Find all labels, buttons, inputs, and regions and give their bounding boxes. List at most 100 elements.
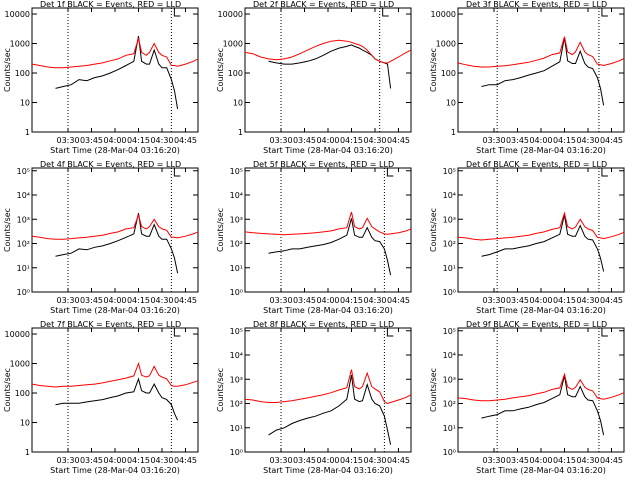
series-line (244, 369, 412, 405)
x-tick-label: 04:15 (127, 456, 150, 465)
x-axis-label: Start Time (28-Mar-04 03:16:20) (263, 306, 393, 315)
plot-frame (31, 7, 199, 133)
x-tick-label: 04:00 (529, 456, 552, 465)
x-tick-label: 03:45 (293, 456, 316, 465)
series-line (31, 36, 199, 69)
y-tick-label: 100 (441, 69, 456, 78)
panel: Det 5f BLACK = Events, RED = LLD Counts/s… (216, 160, 412, 315)
x-tick-label: 04:45 (174, 136, 197, 145)
series-line (31, 213, 199, 240)
panel-title: Det 9f BLACK = Events, RED = LLD (466, 320, 607, 329)
panel-title: Det 1f BLACK = Events, RED = LLD (40, 0, 181, 9)
y-tick-label: 10³ (230, 375, 243, 384)
y-tick-label: 10² (17, 240, 30, 249)
panel: Det 4f BLACK = Events, RED = LLD Counts/s… (3, 160, 199, 315)
panel-title: Det 7f BLACK = Events, RED = LLD (40, 320, 181, 329)
series-line (268, 374, 392, 445)
y-tick-label: 10 (446, 99, 456, 108)
x-tick-label: 04:30 (363, 136, 386, 145)
y-tick-label: 10000 (218, 10, 243, 19)
x-tick-label: 03:30 (56, 136, 79, 145)
x-tick-label: 04:15 (340, 136, 363, 145)
y-tick-label: 100 (228, 69, 243, 78)
y-tick-label: 10² (230, 400, 243, 409)
x-tick-label: 03:30 (269, 136, 292, 145)
x-tick-label: 04:15 (127, 136, 150, 145)
x-tick-label: 04:45 (600, 136, 623, 145)
x-axis-label: Start Time (28-Mar-04 03:16:20) (263, 146, 393, 155)
y-tick-label: 10000 (5, 10, 30, 19)
x-tick-label: 03:30 (269, 296, 292, 305)
x-tick-label: 03:45 (293, 136, 316, 145)
series-line (457, 211, 625, 241)
series-line (55, 212, 179, 274)
y-tick-label: 10⁵ (443, 167, 456, 176)
y-tick-label: 10³ (443, 375, 456, 384)
y-tick-label: 10³ (17, 215, 30, 224)
x-tick-label: 04:00 (529, 296, 552, 305)
interval-bracket (382, 8, 389, 17)
panel-title: Det 8f BLACK = Events, RED = LLD (253, 320, 394, 329)
panel: Det 9f BLACK = Events, RED = LLD Counts/s… (429, 320, 625, 475)
y-axis-label: Counts/sec (3, 368, 12, 412)
x-tick-label: 03:30 (56, 296, 79, 305)
x-tick-label: 04:30 (150, 296, 173, 305)
x-tick-label: 03:30 (482, 296, 505, 305)
y-tick-label: 1 (238, 128, 243, 137)
x-tick-label: 03:45 (506, 296, 529, 305)
panel-title: Det 5f BLACK = Events, RED = LLD (253, 160, 394, 169)
y-tick-label: 10⁰ (230, 288, 243, 297)
x-tick-label: 04:30 (363, 456, 386, 465)
y-axis-label: Counts/sec (429, 368, 438, 412)
series-line (481, 214, 605, 272)
x-tick-label: 04:00 (103, 136, 126, 145)
series-line (244, 39, 412, 64)
x-tick-label: 04:45 (387, 296, 410, 305)
y-tick-label: 10⁴ (230, 191, 243, 200)
x-tick-label: 04:45 (600, 296, 623, 305)
y-tick-label: 10000 (431, 10, 456, 19)
y-tick-label: 10⁴ (17, 191, 30, 200)
y-tick-label: 1 (25, 128, 30, 137)
series-line (244, 211, 412, 236)
x-tick-label: 04:30 (150, 456, 173, 465)
y-tick-label: 10000 (5, 330, 30, 339)
interval-bracket (173, 168, 181, 177)
x-tick-label: 04:15 (340, 296, 363, 305)
y-tick-label: 1 (25, 448, 30, 457)
x-tick-label: 03:45 (80, 136, 103, 145)
y-tick-label: 10 (20, 419, 30, 428)
x-axis-label: Start Time (28-Mar-04 03:16:20) (476, 466, 606, 475)
x-tick-label: 04:30 (576, 136, 599, 145)
panel-title: Det 3f BLACK = Events, RED = LLD (466, 0, 607, 9)
x-axis-label: Start Time (28-Mar-04 03:16:20) (50, 466, 180, 475)
interval-bracket (601, 328, 608, 337)
x-tick-label: 03:30 (482, 456, 505, 465)
y-tick-label: 1000 (436, 40, 456, 49)
x-tick-label: 04:15 (553, 456, 576, 465)
x-tick-label: 04:15 (553, 296, 576, 305)
x-tick-label: 04:00 (529, 136, 552, 145)
y-tick-label: 10¹ (17, 264, 30, 273)
x-tick-label: 03:30 (482, 136, 505, 145)
x-tick-label: 03:45 (80, 296, 103, 305)
series-line (268, 44, 392, 89)
y-tick-label: 10⁰ (230, 448, 243, 457)
panel: Det 1f BLACK = Events, RED = LLD Counts/s… (3, 0, 199, 155)
y-tick-label: 1 (451, 128, 456, 137)
panel-title: Det 4f BLACK = Events, RED = LLD (40, 160, 181, 169)
y-tick-label: 10⁰ (17, 288, 30, 297)
x-tick-label: 04:15 (340, 456, 363, 465)
y-tick-label: 10⁴ (230, 351, 243, 360)
panel: Det 8f BLACK = Events, RED = LLD Counts/s… (216, 320, 412, 475)
panel-title: Det 2f BLACK = Events, RED = LLD (253, 0, 394, 9)
x-tick-label: 04:45 (600, 456, 623, 465)
x-tick-label: 04:45 (174, 456, 197, 465)
x-tick-label: 04:15 (127, 296, 150, 305)
x-tick-label: 03:45 (80, 456, 103, 465)
y-tick-label: 10 (233, 99, 243, 108)
x-tick-label: 03:30 (269, 456, 292, 465)
x-tick-label: 04:00 (316, 456, 339, 465)
y-tick-label: 10⁵ (230, 167, 243, 176)
